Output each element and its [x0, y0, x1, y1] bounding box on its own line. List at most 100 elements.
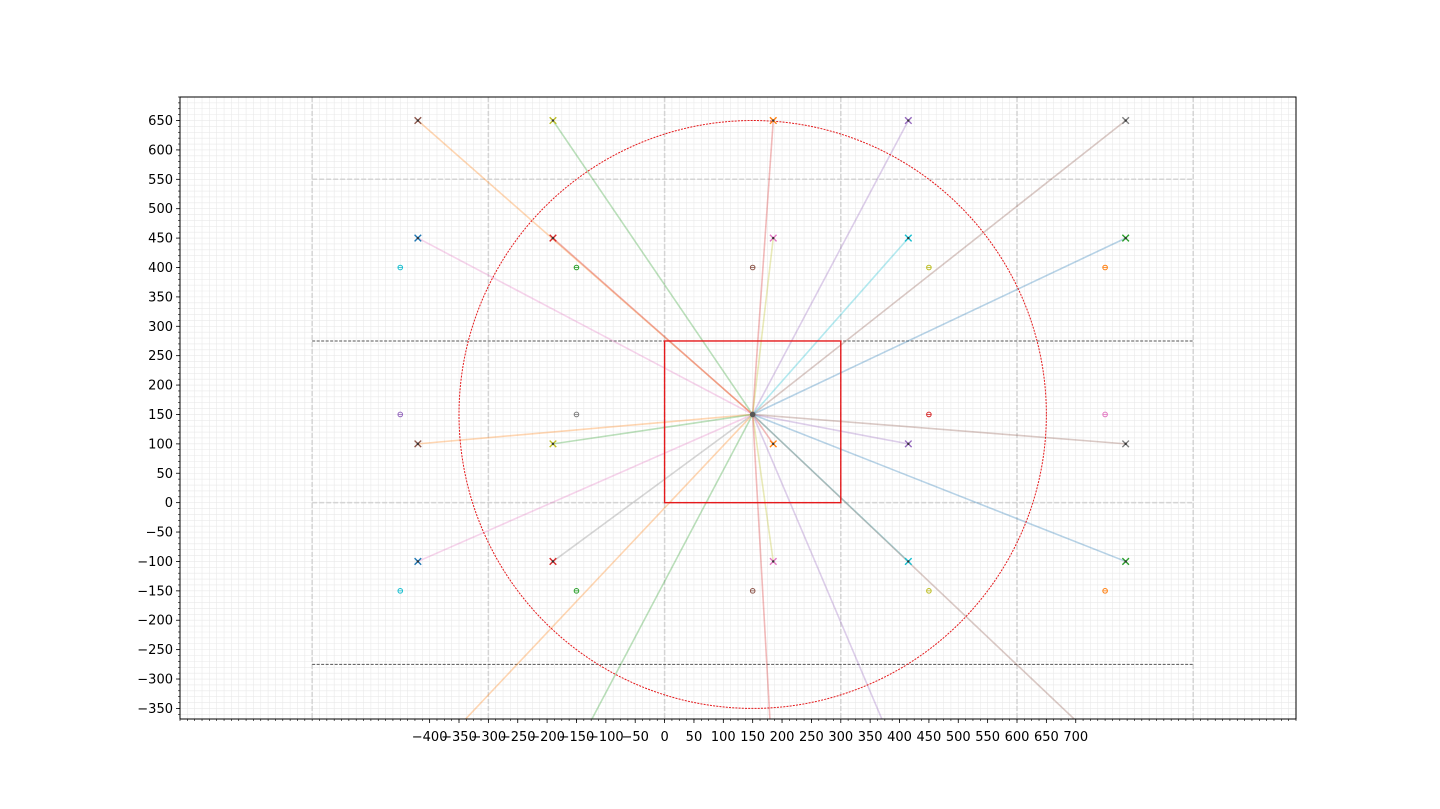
plot-area: −400−350−300−250−200−150−100−50 0 50 100 150…	[137, 96, 1297, 745]
dot-marker	[1102, 264, 1108, 271]
ray-line	[752, 413, 909, 445]
ray-line	[751, 120, 910, 415]
x-tick-label: 550	[975, 730, 1000, 745]
x-marker-center	[551, 236, 555, 240]
x-marker-center	[772, 236, 775, 240]
range-circle	[458, 120, 1047, 709]
x-marker-center	[1124, 442, 1127, 446]
dot-marker	[926, 411, 932, 418]
ray-line	[752, 237, 1127, 416]
ray-line	[417, 413, 754, 563]
x-marker-center	[907, 119, 910, 122]
x-tick-label: −50	[621, 730, 648, 745]
x-marker-center	[551, 442, 555, 446]
x-tick-label: −350	[441, 730, 477, 745]
y-tick-label: 650	[148, 114, 173, 129]
y-tick-label: 400	[148, 261, 173, 276]
ray-line	[752, 414, 774, 445]
y-tick-label: 550	[148, 173, 173, 188]
x-marker-center	[416, 236, 420, 240]
x-marker-center	[1124, 119, 1127, 122]
y-tick-label: −150	[137, 584, 173, 599]
y-tick-label: 200	[148, 379, 173, 394]
ray-line	[752, 413, 1076, 719]
x-marker-center	[1124, 560, 1127, 563]
x-marker-center	[907, 560, 910, 563]
plot-content	[180, 97, 1296, 719]
x-tick-label: 300	[828, 730, 853, 745]
ray-line	[417, 119, 754, 416]
x-marker-center	[416, 119, 420, 122]
y-tick-label: 100	[148, 437, 173, 452]
dot-marker	[573, 411, 580, 418]
dot-marker	[749, 264, 756, 271]
y-tick-label: 500	[148, 202, 173, 217]
ray-line	[752, 237, 909, 415]
ray-line	[751, 414, 775, 562]
ray-line	[751, 414, 883, 719]
y-tick-label: −350	[137, 702, 173, 717]
y-axis: −350 −300 −250 −200 −150 −100 −50 0 50 100 150 200 2…	[137, 96, 180, 717]
x-tick-label: 50	[686, 730, 703, 745]
dot-marker	[926, 588, 932, 594]
dot-marker	[1102, 411, 1108, 418]
x-axis: −400−350−300−250−200−150−100−50 0 50 100 150…	[179, 719, 1297, 745]
x-marker-center	[772, 119, 775, 122]
dot-marker	[926, 264, 932, 271]
x-tick-label: 200	[770, 730, 795, 745]
x-tick-label: 100	[711, 730, 736, 745]
ray-line	[417, 237, 754, 416]
y-tick-label: 600	[148, 143, 173, 158]
y-tick-label: 450	[148, 232, 173, 247]
dot-marker	[573, 264, 580, 271]
ray-line	[752, 119, 1127, 416]
ray-line	[552, 413, 754, 563]
x-tick-label: −400	[412, 730, 448, 745]
ray-line	[751, 414, 771, 719]
ray-line	[464, 413, 754, 719]
y-tick-label: −50	[146, 526, 173, 541]
y-tick-label: 150	[148, 408, 173, 423]
x-tick-label: 400	[887, 730, 912, 745]
x-tick-label: 650	[1034, 730, 1059, 745]
y-tick-label: 250	[148, 349, 173, 364]
ray-line	[752, 413, 909, 563]
x-tick-label: 450	[916, 730, 941, 745]
dot-marker	[397, 588, 404, 594]
y-tick-label: −200	[137, 614, 173, 629]
x-marker-center	[907, 442, 910, 446]
x-tick-label: 250	[799, 730, 824, 745]
x-tick-label: −300	[471, 730, 507, 745]
x-marker-center	[551, 119, 555, 122]
x-marker-center	[907, 236, 910, 240]
x-marker-center	[772, 442, 775, 446]
dot-marker	[749, 588, 756, 594]
x-tick-label: −250	[500, 730, 536, 745]
ray-line	[752, 413, 1126, 563]
ray-line	[751, 238, 775, 415]
dot-marker	[397, 411, 404, 418]
y-tick-label: 50	[156, 467, 173, 482]
y-tick-label: −300	[137, 673, 173, 688]
x-marker-center	[416, 442, 420, 446]
ray-line	[552, 413, 753, 445]
ray-line	[552, 120, 754, 415]
x-marker-center	[551, 560, 555, 563]
minor-grid	[180, 97, 1296, 719]
ray-line	[751, 120, 775, 415]
room-rectangle	[663, 340, 842, 504]
y-tick-label: −250	[137, 643, 173, 658]
dot-marker	[573, 588, 580, 594]
x-tick-label: −100	[588, 730, 624, 745]
ray-line	[552, 237, 754, 416]
x-tick-label: −200	[529, 730, 565, 745]
y-tick-label: 300	[148, 320, 173, 335]
x-tick-label: 150	[740, 730, 765, 745]
x-tick-label: 600	[1005, 730, 1030, 745]
center-marker	[749, 411, 756, 418]
x-tick-label: 700	[1063, 730, 1088, 745]
x-marker-center	[416, 560, 420, 563]
y-tick-label: 350	[148, 290, 173, 305]
x-tick-label: 350	[858, 730, 883, 745]
